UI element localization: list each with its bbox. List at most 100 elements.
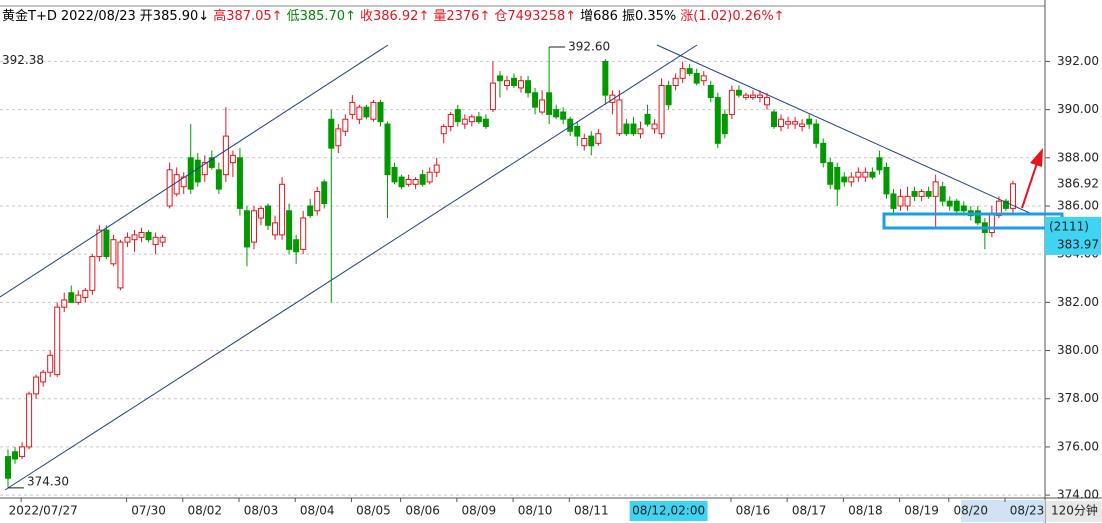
crosshair-x-label: 08/12,02:00	[632, 504, 705, 518]
x-tick-label: 08/23	[1010, 504, 1045, 518]
candle-body	[419, 174, 426, 185]
low-label: 374.30	[27, 474, 69, 488]
last-price-label: 386.92	[1057, 176, 1099, 190]
arrow-shaft	[1021, 162, 1038, 209]
info-item: 黄金T+D	[2, 8, 57, 24]
candle-body	[342, 118, 349, 132]
crosshair-x-box	[629, 501, 708, 521]
candle-body	[539, 99, 546, 113]
candle-body	[771, 111, 778, 127]
y-tick-label: 376.00	[1057, 439, 1099, 453]
candle-body	[103, 229, 110, 258]
candle-body	[61, 299, 68, 308]
candle-body	[461, 118, 468, 125]
candle-body	[672, 77, 679, 87]
candle-body	[932, 181, 939, 197]
info-item: 涨(1.02)0.26%↑	[680, 9, 784, 24]
candle-body	[960, 205, 967, 212]
info-item: 仓7493258↑	[494, 9, 576, 24]
candle-body	[630, 123, 637, 135]
candle-body	[749, 94, 756, 99]
candle-body	[651, 123, 658, 130]
candle-body	[869, 171, 876, 178]
y-tick-label: 392.00	[1057, 54, 1099, 68]
x-tick-label: 07/30	[131, 504, 166, 518]
candle-body	[862, 171, 869, 178]
crosshair-box	[1045, 216, 1101, 255]
candle-body	[19, 446, 26, 458]
x-tick-label: 08/18	[848, 504, 883, 518]
candle-body	[581, 138, 588, 147]
candle-body	[827, 162, 834, 185]
candle-body	[335, 128, 342, 147]
candle-body	[707, 85, 714, 99]
candle-body	[208, 157, 215, 168]
y-tick-label: 378.00	[1057, 391, 1099, 405]
candle-body	[489, 82, 496, 111]
x-tick-label: 08/09	[462, 504, 497, 518]
x-tick-label: 08/06	[405, 504, 440, 518]
candle-body	[370, 101, 377, 120]
candle-body	[820, 142, 827, 164]
candle-body	[785, 121, 792, 125]
candle-body	[117, 241, 124, 289]
candle-body	[714, 97, 721, 144]
candle-body	[145, 231, 152, 241]
candle-body	[658, 85, 665, 135]
candle-body	[47, 354, 54, 373]
candle-body	[391, 166, 398, 183]
y-tick-label: 386.00	[1057, 198, 1099, 212]
candle-body	[623, 123, 630, 135]
candle-body	[328, 118, 335, 149]
candle-body	[574, 125, 581, 137]
candle-body	[454, 109, 461, 123]
arrow-head	[1030, 148, 1043, 167]
candle-body	[5, 456, 12, 479]
period-label: 120分钟	[1051, 503, 1098, 518]
candle-body	[588, 135, 595, 147]
y-tick-label: 388.00	[1057, 150, 1099, 164]
candle-body	[834, 166, 841, 190]
info-bar: 黄金T+D 2022/08/23 开385.90↓ 高387.05↑ 低385.70↑ 收…	[2, 8, 785, 24]
x-tick-label: 08/04	[300, 504, 335, 518]
y-tick-label: 380.00	[1057, 343, 1099, 357]
info-item: 低385.70↑	[287, 9, 356, 24]
period-box	[1046, 501, 1102, 522]
x-tick-label: 08/16	[736, 504, 771, 518]
candle-body	[721, 113, 728, 135]
candle-body	[974, 210, 981, 224]
candle-body	[813, 123, 820, 144]
candle-body	[229, 154, 236, 164]
candle-body	[398, 176, 405, 188]
candle-body	[286, 210, 293, 250]
candle-body	[314, 191, 321, 212]
candle-body	[26, 393, 33, 448]
candle-body	[40, 371, 47, 383]
candle-body	[433, 164, 440, 173]
candle-body	[356, 106, 363, 120]
info-item: 高387.05↑	[213, 8, 282, 24]
candle-body	[215, 169, 222, 190]
candle-body	[609, 94, 616, 103]
candle-body	[236, 157, 243, 209]
candle-body	[644, 113, 651, 125]
candle-body	[152, 236, 159, 246]
x-tick-label: 08/11	[574, 504, 609, 518]
downtrend-line	[656, 44, 1033, 215]
candle-body	[82, 289, 89, 299]
candle-body	[447, 113, 454, 127]
candle-body	[426, 171, 433, 183]
candle-body	[138, 231, 145, 238]
candle-body	[665, 85, 672, 106]
grid	[0, 60, 1050, 502]
candle-body	[173, 174, 180, 195]
candle-body	[904, 195, 911, 207]
candle-body	[131, 234, 138, 241]
candle-body	[75, 294, 82, 303]
crosshair-count: (2111)	[1049, 219, 1089, 233]
x-tick-label: 2022/07/27	[9, 504, 78, 518]
candle-body	[693, 72, 700, 84]
candle-body	[799, 123, 806, 127]
x-tick-label: 08/19	[904, 504, 939, 518]
candle-body	[616, 99, 623, 135]
